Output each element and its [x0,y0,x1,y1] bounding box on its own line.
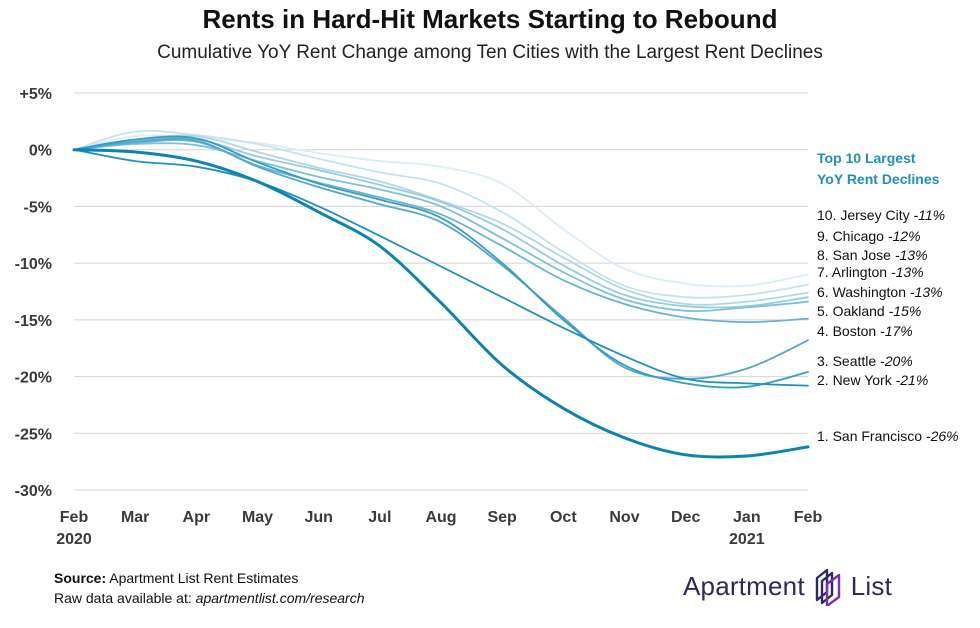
series-label-value: -26% [926,428,959,444]
series-label: 8. San Jose -13% [817,247,928,263]
apartment-list-logo-icon [815,568,840,606]
series-label-name: 8. San Jose [817,247,895,263]
series-line [73,129,809,299]
y-tick-label: -30% [15,483,52,500]
y-tick-label: -20% [15,370,52,387]
series-line [73,139,809,324]
line-chart: +5% 0% -5% -10% -15% -20% -25% -30% Feb Mar Apr May… [15,86,959,548]
series-label-name: 7. Arlington [817,264,891,280]
source-text: Apartment List Rent Estimates [109,570,299,586]
series-label-name: 9. Chicago [817,228,888,244]
y-tick-label: -15% [15,313,52,330]
series-label-value: -21% [896,372,929,388]
series-label-name: 1. San Francisco [817,428,926,444]
y-tick-label: -10% [15,256,52,273]
series-line [72,148,810,459]
series-line [73,134,809,306]
x-tick-label: Jan [733,509,761,526]
series-label: 7. Arlington -13% [817,264,924,280]
series-label: 3. Seattle -20% [817,353,913,369]
legend-title: Top 10 Largest [817,150,916,166]
x-tick-label: Mar [121,509,149,526]
logo-word-list: List [850,570,893,601]
raw-data-link[interactable]: apartmentlist.com/research [195,590,365,606]
series-label-value: -13% [891,264,924,280]
chart-subtitle: Cumulative YoY Rent Change among Ten Cit… [157,42,823,63]
series-label-value: -11% [913,207,945,223]
series-label-name: 5. Oakland [817,303,889,319]
x-tick-label: Jul [368,509,391,526]
raw-data-prefix: Raw data available at: [54,590,192,606]
series-label-value: -13% [910,284,943,300]
x-tick-label: Oct [550,509,577,526]
x-tick-label: Apr [183,509,211,526]
series-line [73,142,809,312]
series-label-value: -17% [880,323,913,339]
series-line [73,148,809,387]
apartment-list-logo: Apartment List [683,566,892,606]
series-label-name: 6. Washington [817,284,910,300]
x-year-label: 2020 [56,531,92,548]
series-line [73,135,809,389]
series-label-name: 2. New York [817,372,896,388]
series-line [73,137,809,309]
series-label-value: -20% [880,353,913,369]
x-tick-label: Jun [304,509,332,526]
series-label-value: -13% [895,247,928,263]
x-tick-label: Dec [671,509,700,526]
series-label-name: 4. Boston [817,323,880,339]
series-label: 5. Oakland -15% [817,303,921,319]
logo-word-apartment: Apartment [683,570,805,601]
source-label: Source: [54,570,107,586]
series-label-name: 10. Jersey City [817,207,913,223]
x-tick-label: Sep [487,509,517,526]
x-tick-label: Feb [60,509,89,526]
series-line [73,137,809,380]
x-tick-label: Feb [794,509,823,526]
source-note: Source: Apartment List Rent Estimates Ra… [54,568,365,608]
series-label: 10. Jersey City -11% [817,207,945,223]
x-tick-label: May [242,509,273,526]
y-tick-label: -25% [15,426,52,443]
y-tick-label: +5% [20,86,52,103]
series-label: 2. New York -21% [817,372,928,388]
series-label: 9. Chicago -12% [817,228,921,244]
series-label-value: -12% [888,228,921,244]
series-label: 6. Washington -13% [817,284,943,300]
series-label: 1. San Francisco -26% [817,428,959,444]
y-tick-label: -5% [24,199,52,216]
series-label: 4. Boston -17% [817,323,913,339]
series-label-value: -15% [889,303,922,319]
series-label-name: 3. Seattle [817,353,880,369]
x-year-label: 2021 [729,531,765,548]
y-tick-label: 0% [29,143,52,160]
x-tick-label: Aug [425,509,456,526]
legend-title: YoY Rent Declines [817,171,940,187]
chart-title: Rents in Hard-Hit Markets Starting to Re… [202,4,778,34]
x-tick-label: Nov [609,509,639,526]
